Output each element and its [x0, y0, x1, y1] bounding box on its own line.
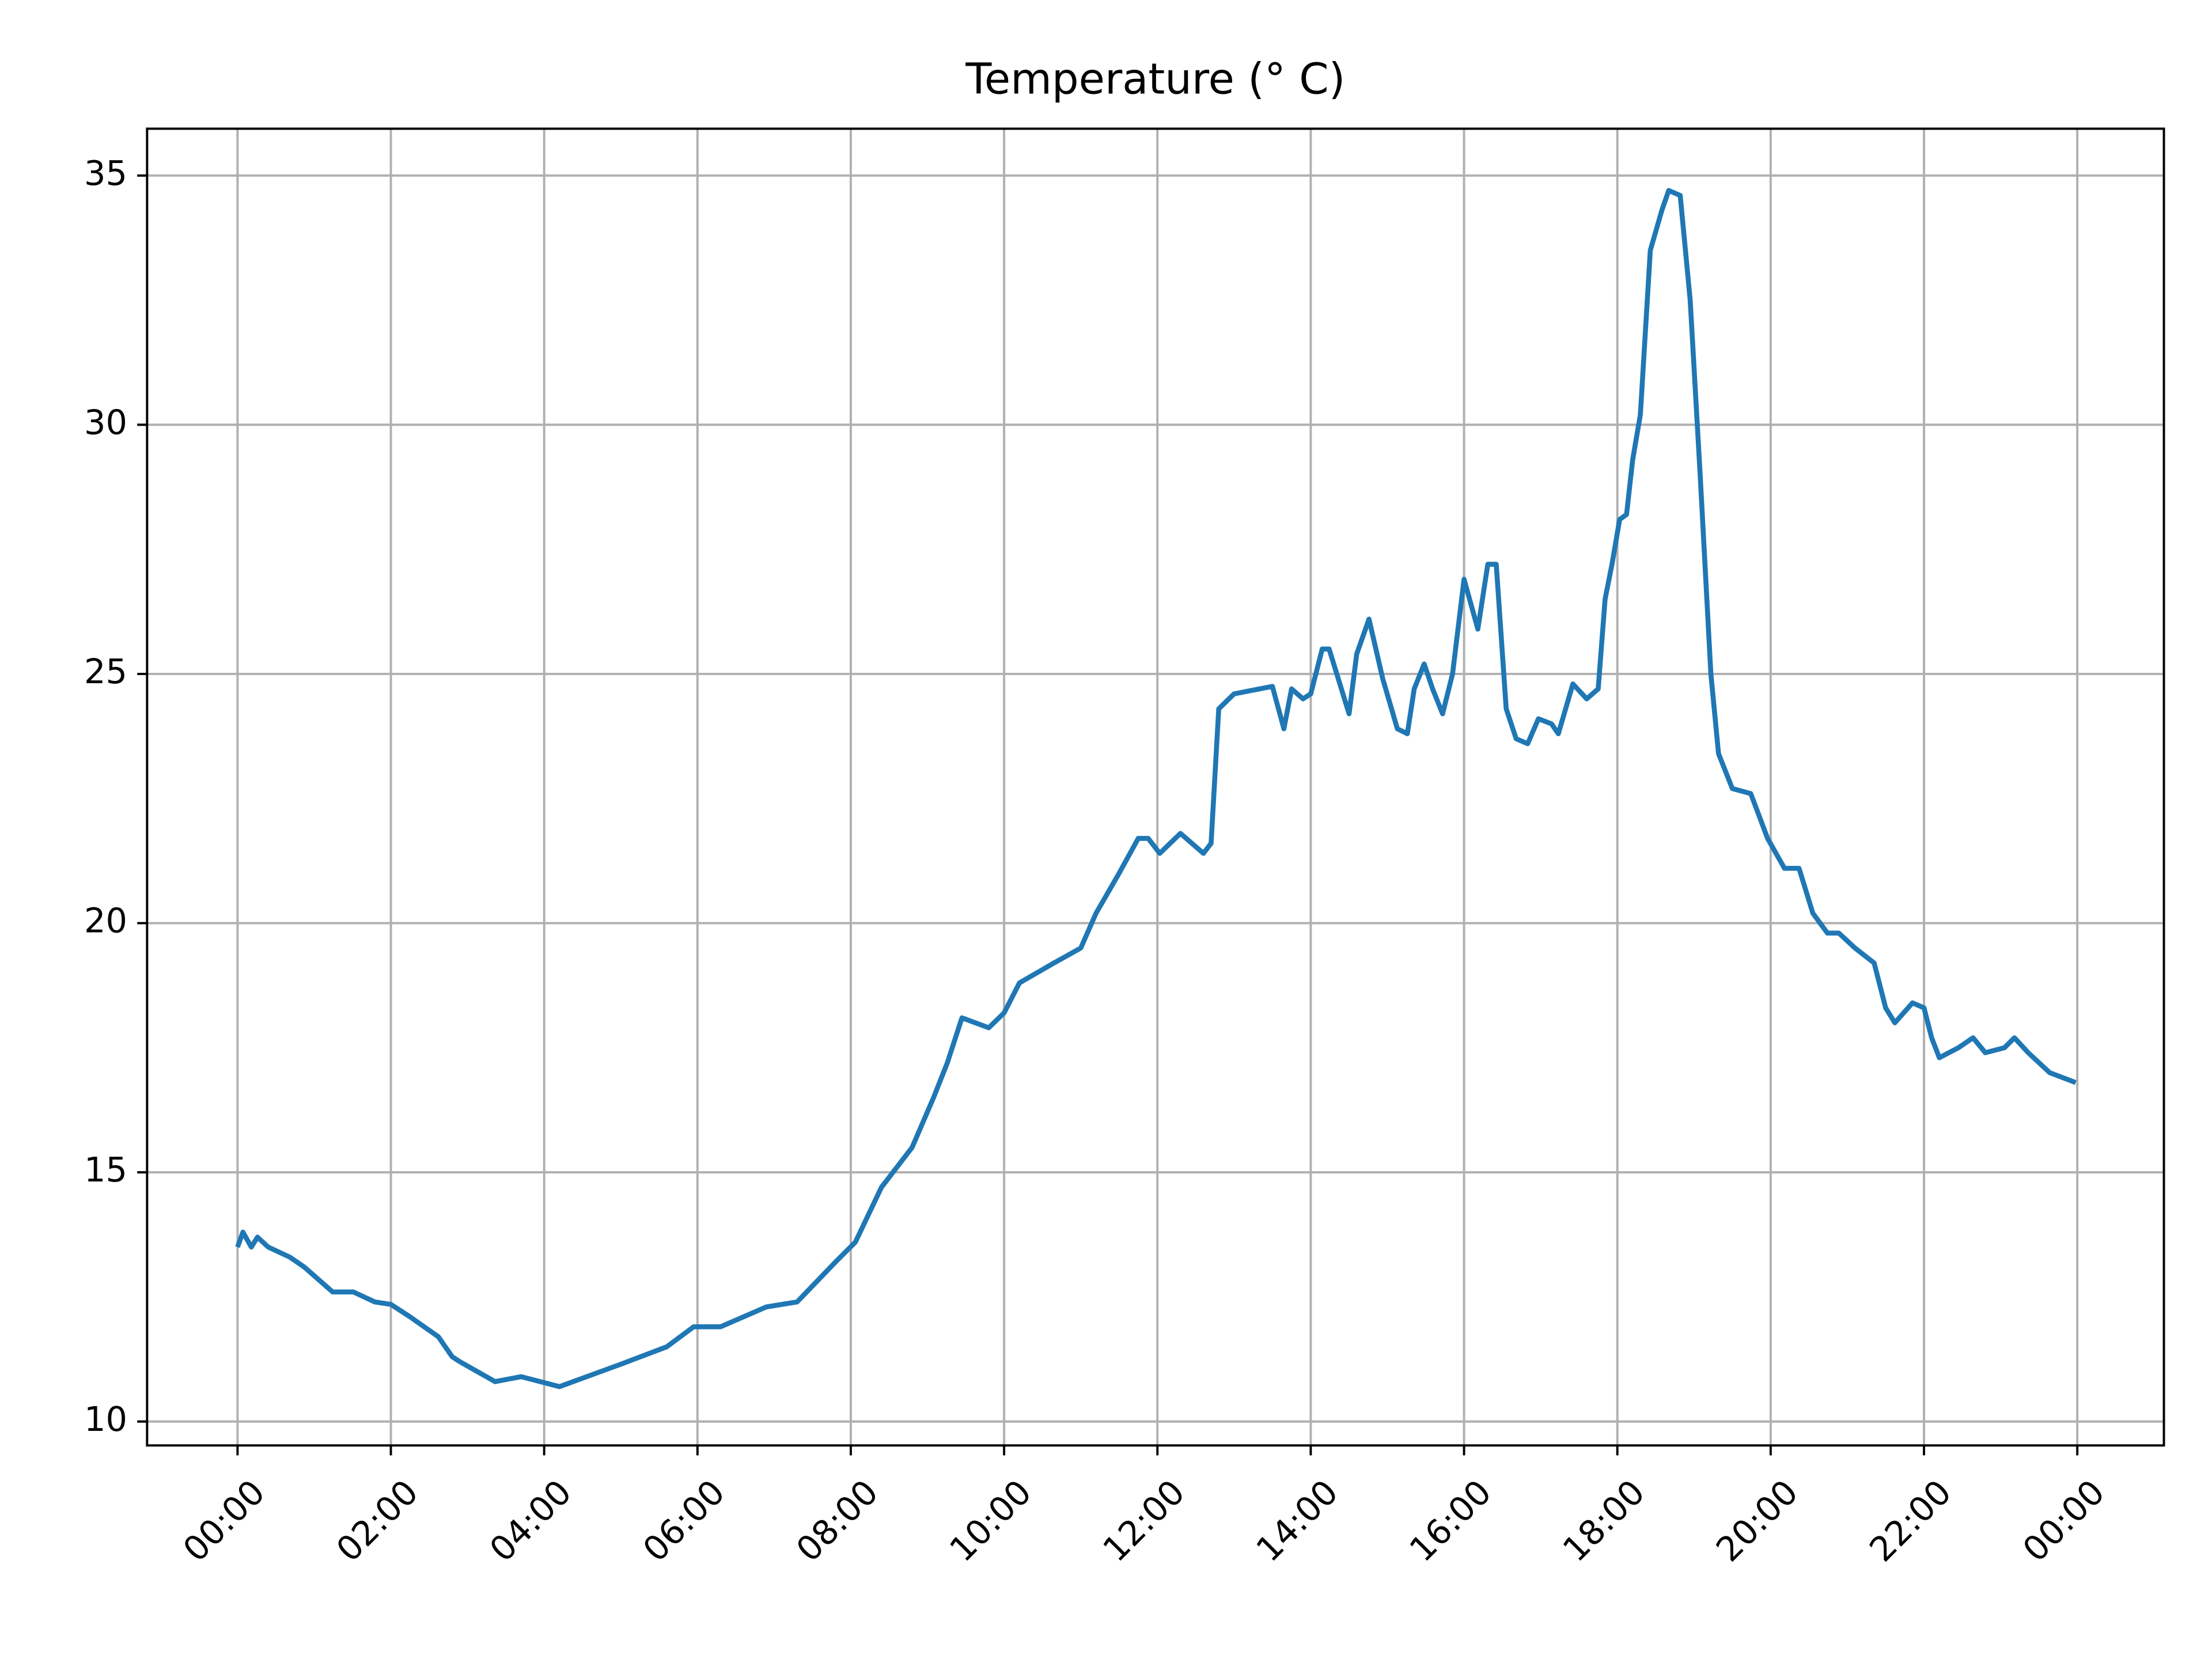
chart-title: Temperature (° C)	[965, 55, 1345, 104]
y-tick-label: 20	[84, 901, 127, 941]
line-series	[235, 188, 2077, 1389]
y-tick-label: 25	[84, 652, 127, 691]
y-tick-label: 15	[84, 1150, 127, 1190]
y-tick-label: 35	[84, 153, 127, 193]
plot-frame	[146, 127, 2165, 1447]
y-tick-label: 10	[84, 1399, 127, 1439]
y-tick-label: 30	[84, 402, 127, 442]
